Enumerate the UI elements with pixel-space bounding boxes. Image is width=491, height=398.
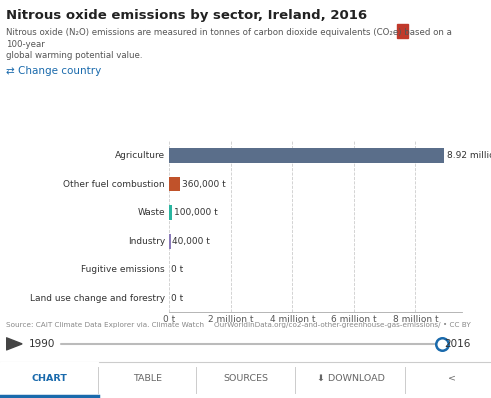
Bar <box>169 148 444 163</box>
Text: Industry: Industry <box>128 237 165 246</box>
Text: OurWorldInData.org/co2-and-other-greenhouse-gas-emissions/ • CC BY: OurWorldInData.org/co2-and-other-greenho… <box>214 322 470 328</box>
Text: Land use change and forestry: Land use change and forestry <box>30 294 165 302</box>
Text: Source: CAIT Climate Data Explorer via. Climate Watch: Source: CAIT Climate Data Explorer via. … <box>6 322 204 328</box>
Text: ⬇ DOWNLOAD: ⬇ DOWNLOAD <box>317 374 385 383</box>
Bar <box>0 363 98 398</box>
Bar <box>169 177 181 191</box>
Text: global warming potential value.: global warming potential value. <box>6 51 143 60</box>
Polygon shape <box>6 338 22 350</box>
Bar <box>169 205 172 220</box>
Text: <: < <box>448 374 456 383</box>
Text: 0 t: 0 t <box>171 265 184 274</box>
Text: 100-year: 100-year <box>6 40 45 49</box>
Text: 360,000 t: 360,000 t <box>182 179 226 189</box>
Text: Fugitive emissions: Fugitive emissions <box>82 265 165 274</box>
Text: CHART: CHART <box>31 374 67 383</box>
Text: Nitrous oxide emissions by sector, Ireland, 2016: Nitrous oxide emissions by sector, Irela… <box>6 9 367 22</box>
Text: 2016: 2016 <box>444 339 471 349</box>
Text: Waste: Waste <box>137 208 165 217</box>
Text: 0 t: 0 t <box>171 294 184 302</box>
Text: 100,000 t: 100,000 t <box>174 208 218 217</box>
Text: ⇄ Change country: ⇄ Change country <box>6 66 102 76</box>
Text: in Data: in Data <box>411 28 449 37</box>
Text: Our World: Our World <box>411 15 465 24</box>
Bar <box>397 24 408 38</box>
Text: Nitrous oxide (N₂O) emissions are measured in tonnes of carbon dioxide equivalen: Nitrous oxide (N₂O) emissions are measur… <box>6 28 452 37</box>
Text: 40,000 t: 40,000 t <box>172 237 210 246</box>
Text: 1990: 1990 <box>29 339 55 349</box>
Bar <box>169 234 171 248</box>
Text: 8.92 million t: 8.92 million t <box>447 151 491 160</box>
Text: Agriculture: Agriculture <box>115 151 165 160</box>
Text: Other fuel combustion: Other fuel combustion <box>63 179 165 189</box>
Text: SOURCES: SOURCES <box>223 374 268 383</box>
Text: TABLE: TABLE <box>133 374 162 383</box>
